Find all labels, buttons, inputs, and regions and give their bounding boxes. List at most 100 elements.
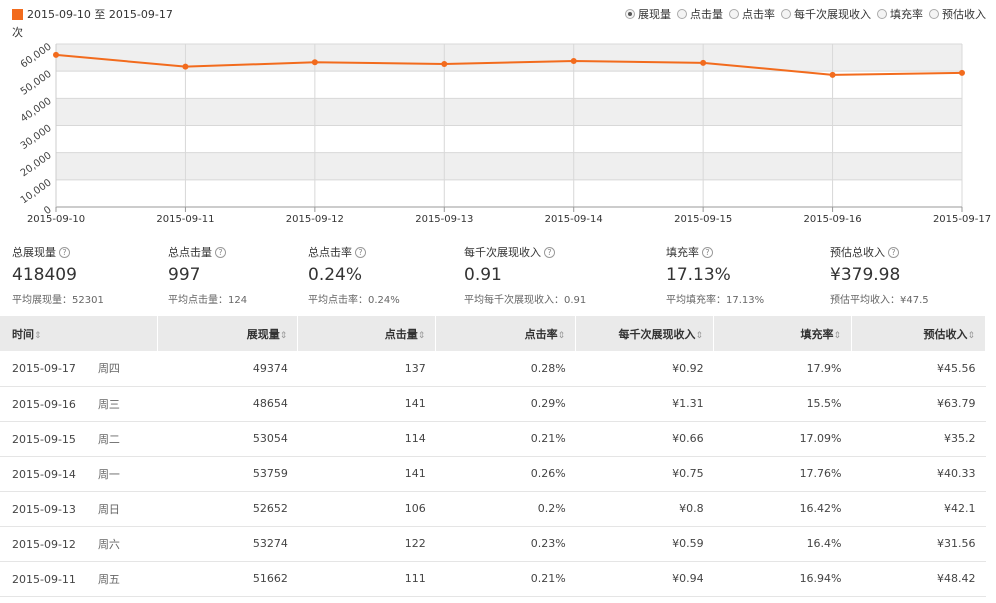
metric-label-text: 每千次展现收入 — [464, 246, 541, 259]
table-cell: 51662 — [157, 561, 298, 597]
help-icon[interactable]: ? — [702, 246, 713, 258]
metric-radio[interactable]: 展现量 — [625, 6, 671, 22]
table-row: 2015-09-14 周一 53759 141 0.26% ¥0.75 17.76% ¥40.… — [0, 456, 986, 492]
column-header[interactable]: 点击率⇕ — [435, 316, 577, 351]
metric-radio-label: 预估收入 — [942, 8, 986, 21]
legend-swatch — [12, 8, 23, 20]
table-cell: 106 — [297, 491, 436, 527]
metric-radio[interactable]: 点击量 — [677, 6, 723, 22]
column-header[interactable]: 点击量⇕ — [297, 316, 437, 351]
column-header-label: 填充率 — [800, 327, 834, 341]
x-tick-label: 2015-09-16 — [804, 214, 862, 225]
table-cell: 52652 — [157, 491, 298, 527]
summary-metric: 总展现量? 418409 平均展现量：52301 — [12, 244, 104, 306]
column-header[interactable]: 填充率⇕ — [713, 316, 853, 351]
metric-selector[interactable]: 展现量 点击量 点击率 每千次展现收入 填充率 预估收入 — [625, 6, 986, 22]
x-tick-label: 2015-09-14 — [545, 214, 603, 225]
sort-icon[interactable]: ⇕ — [695, 330, 704, 341]
metric-value: ¥379.98 — [830, 265, 901, 285]
column-header[interactable]: 预估收入⇕ — [851, 316, 986, 351]
sort-icon[interactable]: ⇕ — [967, 330, 975, 341]
help-icon[interactable]: ? — [888, 246, 899, 258]
metric-radio-label: 展现量 — [638, 8, 671, 21]
table-cell: 0.23% — [435, 526, 576, 562]
metric-radio[interactable]: 预估收入 — [929, 6, 986, 22]
date-cell: 2015-09-15 周二 — [0, 421, 158, 457]
metric-average: 平均填充率：17.13% — [666, 295, 765, 306]
table-cell: 17.76% — [713, 456, 852, 492]
x-tick-label: 2015-09-13 — [415, 214, 473, 225]
metric-average: 平均点击量：124 — [168, 295, 248, 306]
table-cell: ¥0.94 — [575, 561, 714, 597]
summary-metric: 总点击量? 997 平均点击量：124 — [168, 244, 247, 306]
help-icon[interactable]: ? — [59, 246, 70, 258]
column-header[interactable]: 时间⇕ — [0, 316, 159, 351]
sort-icon[interactable]: ⇕ — [833, 330, 842, 341]
x-tick-label: 2015-09-15 — [674, 214, 732, 225]
help-icon[interactable]: ? — [355, 246, 366, 258]
column-header-label: 点击率 — [524, 327, 558, 341]
table-cell: 53274 — [157, 526, 298, 562]
x-tick-label: 2015-09-10 — [27, 214, 85, 225]
sort-icon[interactable]: ⇕ — [557, 330, 566, 341]
help-icon[interactable]: ? — [544, 246, 555, 258]
table-cell: 17.9% — [713, 351, 852, 387]
date-text: 2015-09-14 — [12, 467, 76, 481]
data-point — [53, 51, 59, 58]
metric-value: 418409 — [12, 265, 77, 285]
table-body: 2015-09-17 周四 49374 137 0.28% ¥0.92 17.9% ¥45.5… — [0, 351, 986, 597]
weekday-text: 周二 — [97, 432, 120, 446]
summary-panel: 总展现量? 418409 平均展现量：52301 总点击量? 997 平均点击量：124 总… — [0, 244, 996, 310]
metric-radio[interactable]: 每千次展现收入 — [781, 6, 871, 22]
sort-icon[interactable]: ⇕ — [279, 330, 288, 341]
column-header[interactable]: 展现量⇕ — [157, 316, 299, 351]
metric-radio-label: 点击率 — [742, 8, 775, 21]
table-cell: 53759 — [157, 456, 298, 492]
line-chart: 0 10,000 20,000 30,000 40,000 50,000 60,000 201… — [0, 0, 996, 232]
date-cell: 2015-09-11 周五 — [0, 561, 158, 597]
y-tick-label: 0 — [42, 204, 54, 217]
table-cell: ¥45.56 — [851, 351, 986, 387]
column-header-label: 展现量 — [246, 327, 280, 341]
summary-metric: 预估总收入? ¥379.98 预估平均收入：¥47.5 — [830, 244, 929, 306]
metric-average: 平均点击率：0.24% — [308, 295, 400, 306]
metric-value: 0.91 — [464, 265, 502, 285]
sort-icon[interactable]: ⇕ — [417, 330, 426, 341]
metric-label: 预估总收入? — [830, 244, 929, 260]
x-tick-label: 2015-09-11 — [156, 214, 214, 225]
weekday-text: 周四 — [97, 362, 120, 376]
y-tick-label: 40,000 — [19, 96, 54, 125]
table-cell: 15.5% — [713, 386, 852, 422]
metric-label-text: 预估总收入 — [830, 246, 885, 259]
table-cell: ¥0.92 — [575, 351, 714, 387]
date-text: 2015-09-17 — [12, 362, 76, 376]
metric-label-text: 总点击率 — [308, 246, 352, 259]
data-table: 时间⇕ 展现量⇕ 点击量⇕ 点击率⇕ 每千次展现收入⇕ 填充率⇕ 预估收入⇕ 2015-09… — [0, 316, 986, 597]
column-header[interactable]: 每千次展现收入⇕ — [575, 316, 715, 351]
help-icon[interactable]: ? — [215, 246, 226, 258]
x-tick-label: 2015-09-17 — [933, 214, 991, 225]
metric-radio[interactable]: 点击率 — [729, 6, 775, 22]
metric-average: 平均每千次展现收入：0.91 — [464, 295, 587, 306]
summary-metric: 填充率? 17.13% 平均填充率：17.13% — [666, 244, 764, 306]
table-cell: ¥0.8 — [575, 491, 714, 527]
summary-metric: 每千次展现收入? 0.91 平均每千次展现收入：0.91 — [464, 244, 586, 306]
y-axis-label: 次 — [12, 25, 23, 39]
date-text: 2015-09-12 — [12, 537, 76, 551]
table-cell: ¥42.1 — [851, 491, 986, 527]
radio-dot-icon — [877, 9, 887, 19]
metric-label: 总展现量? — [12, 244, 104, 260]
date-text: 2015-09-11 — [12, 572, 76, 586]
table-cell: 0.28% — [435, 351, 576, 387]
metric-average: 平均展现量：52301 — [12, 295, 104, 306]
sort-icon[interactable]: ⇕ — [34, 330, 42, 341]
data-point — [959, 69, 965, 76]
metric-label-text: 填充率 — [666, 246, 699, 259]
table-cell: ¥31.56 — [851, 526, 986, 562]
table-cell: 0.2% — [435, 491, 576, 527]
table-header-row: 时间⇕ 展现量⇕ 点击量⇕ 点击率⇕ 每千次展现收入⇕ 填充率⇕ 预估收入⇕ — [0, 316, 986, 351]
table-row: 2015-09-13 周日 52652 106 0.2% ¥0.8 16.42% ¥42.1 — [0, 491, 986, 527]
metric-radio[interactable]: 填充率 — [877, 6, 923, 22]
table-row: 2015-09-11 周五 51662 111 0.21% ¥0.94 16.94% ¥48.… — [0, 561, 986, 597]
y-tick-label: 50,000 — [19, 69, 54, 98]
